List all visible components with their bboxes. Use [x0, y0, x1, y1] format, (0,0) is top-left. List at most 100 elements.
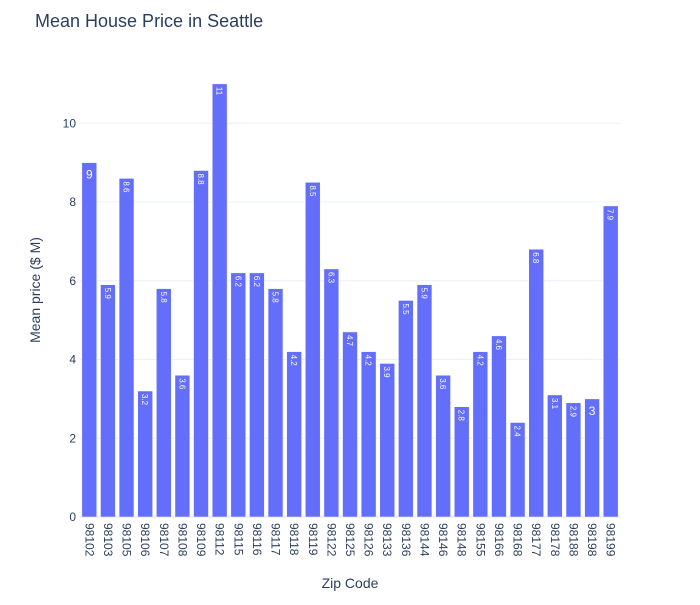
- bar-data-label: 8.8: [196, 174, 205, 186]
- bar[interactable]: [81, 162, 98, 518]
- bar[interactable]: [360, 351, 377, 518]
- x-ticks: 98102 98103 98105 98106 98107 98108 98109 98112…: [82, 523, 617, 557]
- x-tick-label: 98188: [566, 523, 580, 557]
- bar-data-label: 3.9: [382, 366, 391, 378]
- x-tick-label: 98166: [492, 523, 506, 557]
- x-tick-label: 98112: [213, 523, 227, 556]
- x-tick-label: 98103: [101, 523, 115, 557]
- y-tick-label: 6: [69, 274, 76, 288]
- bar-data-label: 11: [215, 87, 224, 96]
- bar[interactable]: [454, 406, 470, 518]
- bar[interactable]: [267, 288, 284, 518]
- bar[interactable]: [323, 268, 340, 518]
- bar[interactable]: [137, 390, 153, 518]
- bar-data-label: 2.9: [568, 406, 577, 418]
- bar[interactable]: [602, 205, 619, 518]
- bar-data-label: 5.8: [159, 292, 168, 304]
- x-tick-label: 98155: [473, 523, 487, 557]
- bar-data-label: 9: [86, 168, 93, 182]
- bar[interactable]: [398, 300, 414, 518]
- x-tick-label: 98144: [417, 523, 431, 557]
- bar[interactable]: [118, 178, 135, 518]
- bar[interactable]: [435, 375, 451, 518]
- bar-data-label: 3: [589, 404, 596, 418]
- bar[interactable]: [528, 249, 544, 518]
- bar[interactable]: [472, 351, 489, 518]
- y-tick-label: 0: [69, 510, 76, 524]
- bar-data-label: 4.2: [289, 355, 298, 367]
- x-tick-label: 98125: [343, 523, 357, 557]
- bar[interactable]: [286, 351, 302, 518]
- bar-data-label: 8.5: [308, 185, 317, 197]
- x-tick-label: 98136: [399, 523, 413, 557]
- x-tick-label: 98177: [529, 523, 543, 557]
- bar-data-label: 3.6: [438, 378, 447, 390]
- x-tick-label: 98105: [120, 523, 134, 557]
- x-tick-label: 98119: [306, 523, 320, 556]
- x-axis-label: Zip Code: [322, 575, 379, 591]
- bar-data-label: 2.8: [457, 410, 466, 422]
- bar-data-label: 7.9: [606, 209, 615, 221]
- bar-data-label: 6.2: [252, 276, 261, 288]
- x-tick-label: 98198: [585, 523, 599, 557]
- x-tick-label: 98148: [455, 523, 469, 557]
- bar-data-label: 5.9: [419, 288, 428, 300]
- bar[interactable]: [379, 363, 395, 518]
- bar-data-label: 5.9: [103, 288, 112, 300]
- x-tick-label: 98146: [436, 523, 450, 557]
- chart-title: Mean House Price in Seattle: [35, 11, 264, 31]
- bar[interactable]: [547, 394, 563, 518]
- y-tick-label: 8: [69, 195, 76, 209]
- x-tick-label: 98108: [175, 523, 189, 557]
- bar[interactable]: [211, 83, 228, 518]
- x-tick-label: 98126: [362, 523, 376, 557]
- bar[interactable]: [565, 402, 582, 518]
- bar-data-label: 6.2: [233, 276, 242, 288]
- x-tick-label: 98107: [157, 523, 171, 557]
- bar[interactable]: [416, 284, 433, 518]
- y-tick-label: 2: [69, 431, 76, 445]
- bar-data-label: 2.4: [513, 426, 522, 438]
- bar-data-label: 4.7: [345, 335, 354, 347]
- bar-data-label: 4.2: [364, 355, 373, 367]
- x-tick-label: 98106: [138, 523, 152, 557]
- bar-labels: 9 5.9 8.6 3.2 5.8 3.6 8.8 11 6.2 6.2 5.8 4.2 8.5 6.3 4…: [86, 87, 615, 437]
- bar-data-label: 4.6: [494, 339, 503, 351]
- y-tick-label: 4: [69, 353, 76, 367]
- bar[interactable]: [584, 398, 600, 518]
- x-tick-label: 98109: [194, 523, 208, 557]
- bar-data-label: 6.8: [531, 252, 540, 264]
- bar[interactable]: [491, 335, 507, 518]
- bar[interactable]: [193, 170, 209, 518]
- bar-data-label: 8.6: [122, 181, 131, 193]
- bar[interactable]: [100, 284, 116, 518]
- bar-data-label: 4.2: [475, 355, 484, 367]
- bar[interactable]: [156, 288, 172, 518]
- bar-data-label: 3.2: [140, 394, 149, 406]
- bar[interactable]: [174, 375, 191, 518]
- bar[interactable]: [249, 272, 265, 518]
- bar-data-label: 3.1: [550, 398, 559, 410]
- bars: [81, 83, 619, 518]
- x-tick-label: 98116: [250, 523, 264, 556]
- x-tick-label: 98117: [269, 523, 283, 556]
- bar-data-label: 3.6: [177, 378, 186, 390]
- x-tick-label: 98133: [380, 523, 394, 557]
- bar-data-label: 5.5: [401, 303, 410, 315]
- bar[interactable]: [305, 182, 321, 518]
- x-tick-label: 98178: [548, 523, 562, 557]
- bar-data-label: 6.3: [326, 272, 335, 284]
- bar[interactable]: [509, 422, 526, 518]
- bar[interactable]: [342, 331, 358, 518]
- bar[interactable]: [230, 272, 246, 518]
- y-tick-label: 10: [63, 116, 77, 130]
- x-tick-label: 98115: [231, 523, 245, 556]
- x-tick-label: 98168: [511, 523, 525, 557]
- x-tick-label: 98118: [287, 523, 301, 556]
- x-tick-label: 98102: [82, 523, 96, 557]
- y-axis-label: Mean price ($ M): [27, 237, 43, 343]
- bar-data-label: 5.8: [271, 292, 280, 304]
- y-ticks: 0 2 4 6 8 10: [63, 116, 77, 524]
